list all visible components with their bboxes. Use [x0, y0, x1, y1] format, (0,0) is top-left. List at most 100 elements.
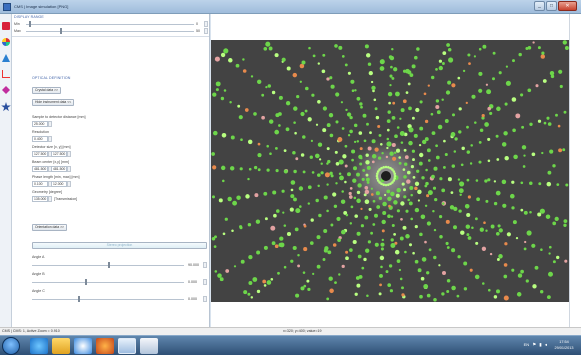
diffraction-spot — [328, 113, 334, 118]
internet-explorer-icon[interactable] — [30, 338, 48, 354]
diffraction-spot — [409, 186, 414, 190]
orientation-data-button[interactable]: Orientation data >> — [32, 224, 68, 231]
diffraction-spot — [298, 186, 304, 191]
numeric-field[interactable]: 127.500 — [32, 151, 48, 157]
diffraction-spot — [311, 93, 315, 97]
diffraction-spot — [388, 264, 393, 268]
diffraction-spot — [346, 112, 352, 117]
firefox-icon[interactable] — [96, 338, 114, 354]
stereo-projection-button[interactable]: Stereo projection — [32, 242, 207, 249]
document-task-icon[interactable] — [140, 338, 158, 354]
inner-ring-spot — [389, 182, 392, 186]
numeric-field[interactable]: 135.000 — [32, 196, 48, 202]
angle-spinner[interactable] — [203, 279, 207, 285]
diffraction-spot — [442, 271, 446, 275]
close-button[interactable]: ✕ — [558, 1, 577, 11]
field-spinner[interactable] — [48, 136, 52, 142]
diffraction-spot — [512, 220, 517, 225]
diffraction-spot — [439, 235, 443, 239]
network-icon[interactable]: ▮ — [539, 342, 542, 347]
range-slider-thumb[interactable] — [29, 21, 31, 27]
file-explorer-icon[interactable] — [52, 338, 70, 354]
instrument-data-button[interactable]: Hide instrument data << — [32, 99, 75, 106]
diffraction-spot — [408, 127, 414, 133]
diffraction-spot — [347, 134, 351, 137]
crystal-data-button[interactable]: Crystal data >> — [32, 87, 61, 94]
divider — [12, 36, 209, 37]
volume-icon[interactable]: ◂ — [544, 342, 547, 347]
diamond-tool-icon[interactable] — [2, 86, 10, 94]
field-spinner[interactable] — [48, 121, 52, 127]
start-button[interactable] — [2, 337, 20, 355]
diffraction-spot — [371, 160, 375, 164]
structure-tool-icon[interactable] — [2, 38, 10, 46]
diffraction-spot — [253, 165, 258, 170]
diffraction-spot — [355, 276, 360, 280]
diffraction-spot — [302, 271, 306, 274]
diffraction-spot — [427, 190, 433, 196]
diffraction-spot — [266, 168, 270, 172]
range-slider-track[interactable] — [26, 31, 194, 32]
diffraction-spot — [523, 210, 528, 215]
projection-tool-icon[interactable] — [2, 54, 10, 62]
angle-slider-track[interactable] — [32, 282, 184, 283]
diffraction-spot — [324, 172, 330, 178]
diffraction-spot — [495, 231, 500, 236]
range-spinner[interactable] — [204, 21, 208, 27]
status-cursor-text: x=320; y=400; value=19 — [283, 329, 322, 333]
diffraction-spot — [414, 186, 418, 191]
diffraction-spot — [502, 203, 507, 208]
diffraction-spot — [475, 241, 479, 245]
diffraction-spot — [338, 172, 342, 175]
diffraction-spot — [451, 164, 456, 168]
chart-tool-icon[interactable] — [2, 70, 10, 78]
diffraction-spot — [374, 242, 379, 247]
diffraction-spot — [330, 174, 334, 178]
range-slider-thumb[interactable] — [60, 28, 62, 34]
diffraction-spot — [481, 246, 487, 251]
diffraction-spot — [409, 73, 414, 77]
field-spinner[interactable] — [67, 181, 71, 187]
maximize-button[interactable]: □ — [546, 1, 557, 11]
diffraction-spot — [435, 68, 438, 71]
diffraction-spot — [460, 163, 464, 167]
numeric-field[interactable]: 25.000 — [32, 121, 48, 127]
diffraction-spot — [394, 249, 400, 255]
diffraction-spot — [390, 215, 394, 218]
field-label: Resolution — [32, 130, 49, 134]
cms-app-task-icon[interactable] — [118, 338, 136, 354]
diffraction-spot — [277, 112, 282, 116]
diffraction-spot — [326, 297, 330, 301]
diffraction-spot — [478, 140, 482, 144]
language-indicator[interactable]: EN — [523, 342, 530, 347]
media-player-icon[interactable] — [74, 338, 92, 354]
angle-slider-track[interactable] — [32, 299, 184, 300]
diffraction-spot — [564, 259, 568, 263]
star-tool-icon[interactable] — [1, 102, 11, 112]
angle-spinner[interactable] — [203, 296, 207, 302]
numeric-field[interactable]: 0.400 — [32, 136, 48, 142]
angle-slider-thumb[interactable] — [108, 262, 110, 268]
angle-slider-thumb[interactable] — [85, 279, 87, 285]
diffraction-spot — [335, 182, 338, 185]
clock[interactable]: 17:54 29/01/2013 — [550, 339, 578, 351]
diffraction-spot — [498, 254, 503, 259]
range-spinner[interactable] — [204, 28, 208, 34]
field-spinner[interactable] — [67, 151, 71, 157]
angle-spinner[interactable] — [203, 262, 207, 268]
numeric-field[interactable]: 481.500 — [32, 166, 48, 172]
field-spinner[interactable] — [67, 166, 71, 172]
minimize-button[interactable]: _ — [534, 1, 545, 11]
numeric-field[interactable]: 127.500 — [51, 151, 67, 157]
field-spinner[interactable] — [48, 196, 52, 202]
numeric-field[interactable]: 0.100 — [32, 181, 48, 187]
flag-icon[interactable]: ⚑ — [532, 342, 537, 347]
diffraction-view[interactable] — [211, 40, 569, 302]
range-slider-track[interactable] — [26, 24, 194, 25]
numeric-field[interactable]: 481.500 — [51, 166, 67, 172]
crystal-tool-icon[interactable] — [2, 22, 10, 30]
diffraction-spot — [363, 139, 367, 143]
diffraction-spot — [386, 141, 392, 147]
numeric-field[interactable]: 12.000 — [51, 181, 67, 187]
angle-slider-thumb[interactable] — [78, 296, 80, 302]
